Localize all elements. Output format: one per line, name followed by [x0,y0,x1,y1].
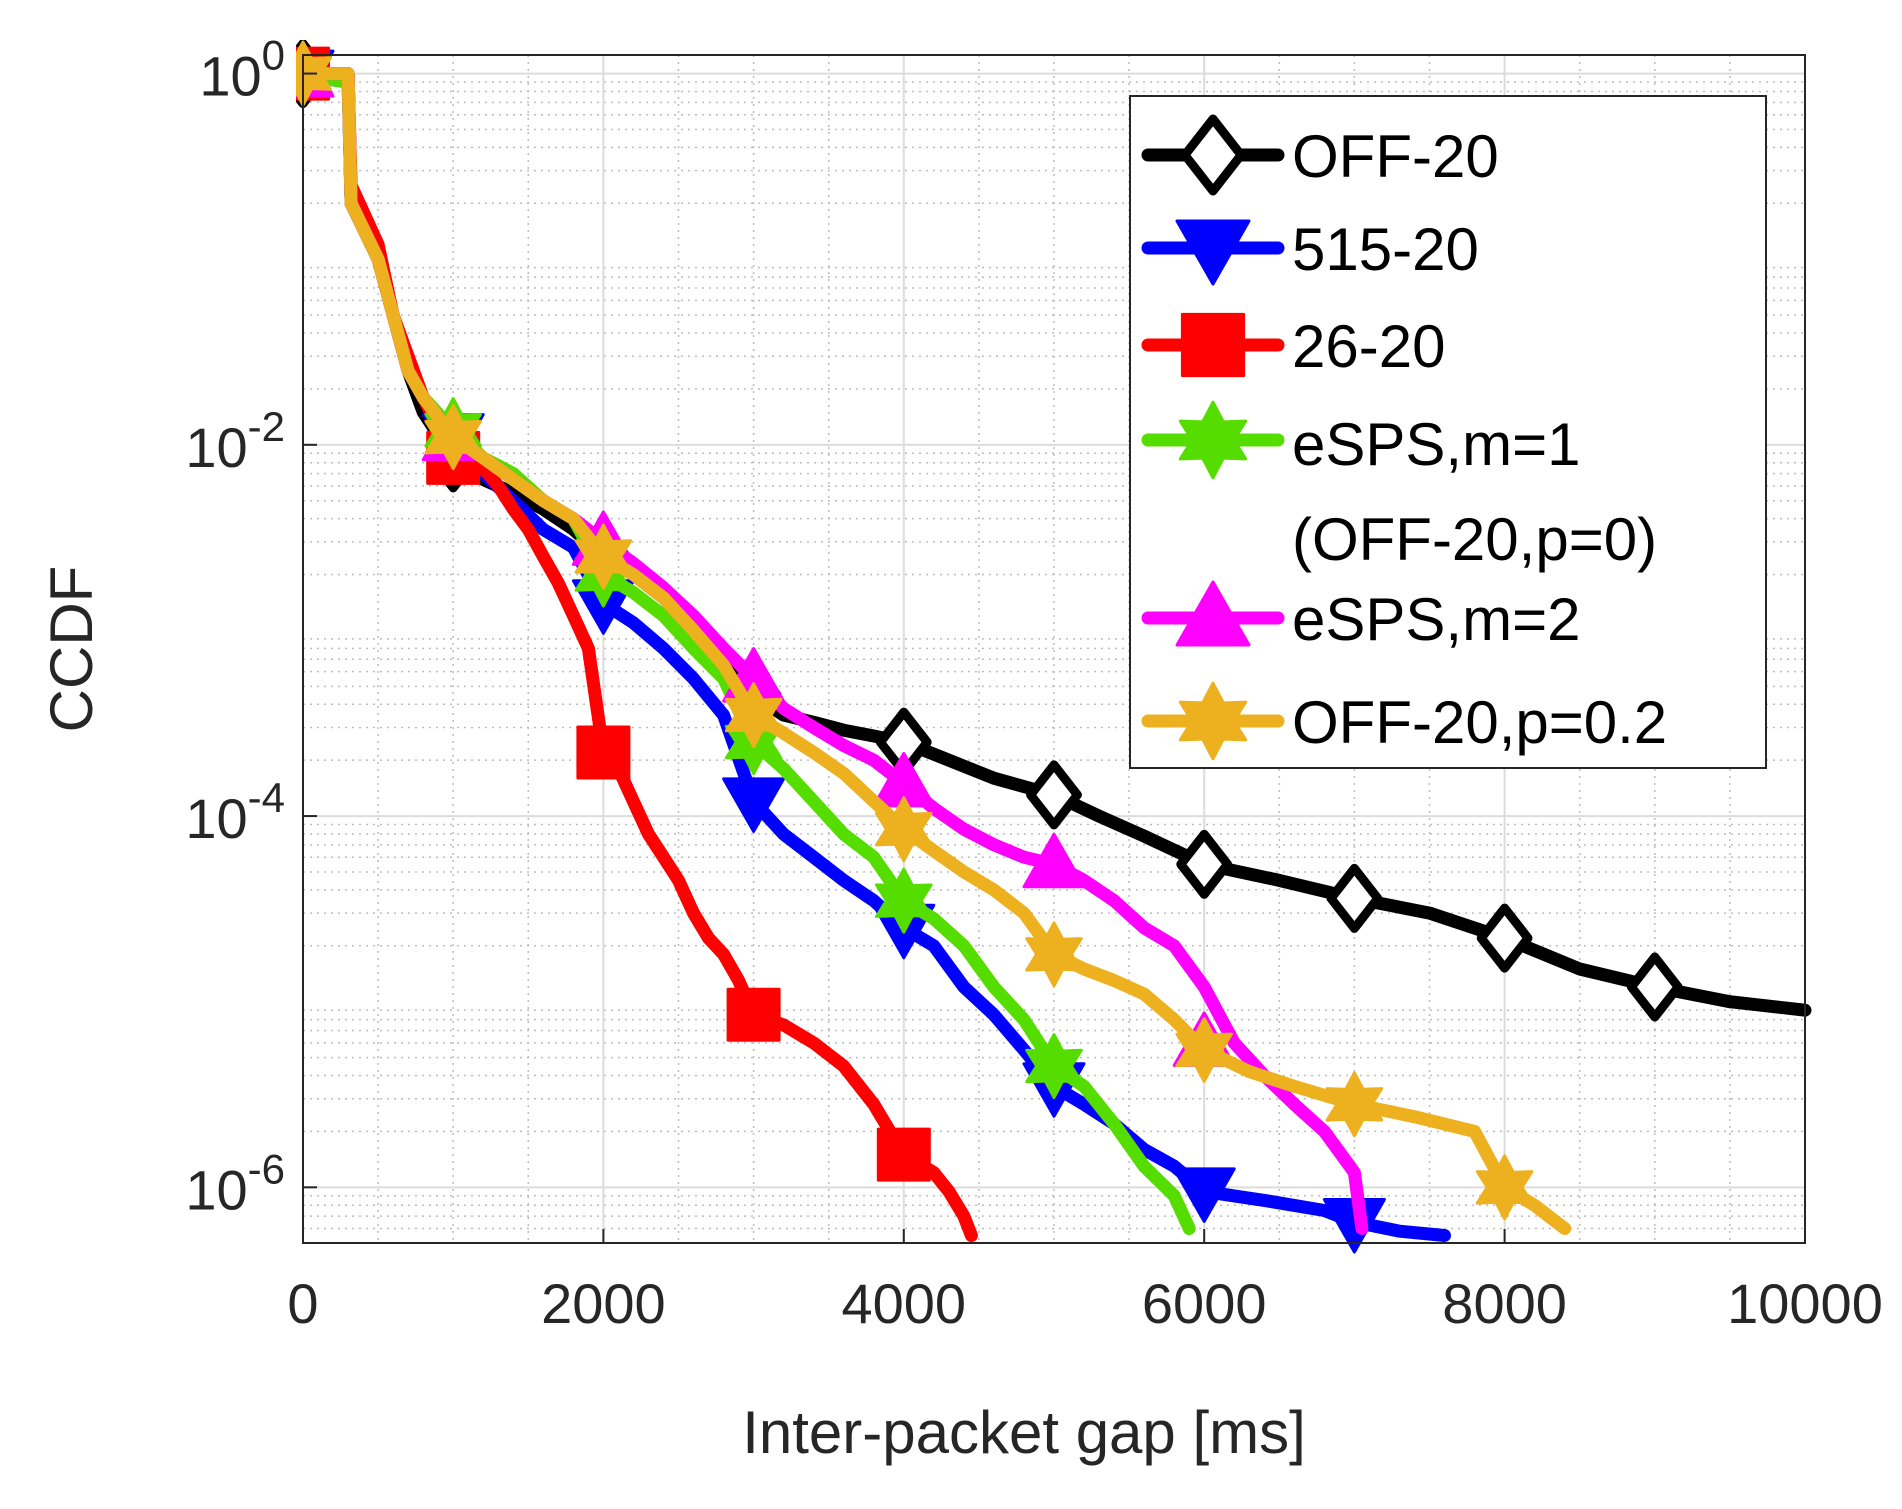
legend-label: OFF-20,p=0.2 [1292,689,1667,756]
series-marker [1326,863,1383,933]
series-marker [1476,903,1533,973]
series-marker [875,796,933,863]
series-marker [1022,832,1086,889]
series-marker [1025,1033,1083,1100]
series-marker [722,777,786,833]
legend-label: eSPS,m=2 [1292,586,1581,653]
legend-entry-1: OFF-20 [1141,114,1499,196]
legend-entry-4: eSPS,m=1 (OFF-20,p=0) [1141,400,1657,573]
legend-swatch-marker [1180,114,1246,196]
x-tick-label: 0 [287,1272,318,1335]
legend-swatch-marker [1180,312,1246,378]
legend-swatch-marker [1175,580,1251,647]
series-marker [1026,760,1082,830]
y-tick-label: 100 [199,32,285,108]
legend-label: (OFF-20,p=0) [1292,506,1657,573]
legend-label: eSPS,m=1 [1292,411,1581,478]
series-marker [724,682,783,749]
legend-entry-2: 515-20 [1141,216,1479,286]
legend-entry-6: OFF-20,p=0.2 [1141,681,1667,761]
y-axis-title: CCDF [38,566,105,733]
legend-swatch-marker [1175,219,1251,286]
series-marker [576,725,631,780]
legend-label: 515-20 [1292,216,1479,283]
legend-swatch-marker [1178,681,1248,761]
legend: OFF-20515-2026-20eSPS,m=1(OFF-20,p=0)eSP… [1129,95,1767,769]
y-tick-label: 10-6 [185,1145,285,1221]
legend-entry-5: eSPS,m=2 [1141,580,1581,653]
y-tick-label: 10-4 [185,774,285,850]
x-tick-label: 2000 [541,1272,666,1335]
x-tick-label: 6000 [1142,1272,1267,1335]
x-axis-title: Inter-packet gap [ms] [742,1399,1306,1466]
series-marker [1025,921,1083,988]
legend-entry-3: 26-20 [1141,312,1445,380]
series-6 [296,40,1572,1235]
series-marker [424,404,482,471]
series-marker [1475,1154,1534,1221]
legend-label: OFF-20 [1292,123,1499,190]
y-tick-label: 10-2 [185,403,285,479]
series-marker [875,867,933,934]
series-line [296,67,1572,1235]
series-marker [1626,952,1683,1022]
series-marker [876,1127,931,1182]
legend-swatch-marker [1178,400,1248,480]
x-tick-label: 4000 [842,1272,967,1335]
x-tick-label: 10000 [1727,1272,1883,1335]
series-marker [726,987,781,1042]
series-marker [574,523,633,590]
series-marker [1325,1071,1384,1138]
series-marker [1172,1167,1236,1223]
series-group [296,40,1812,1254]
plot-area-frame [302,54,1806,1244]
series-marker [1176,829,1233,899]
series-marker [1175,1016,1233,1083]
axis-ticks: 0 2000 4000 6000 8000 10000 100 10-2 10-4 10-6 [185,32,1883,1335]
legend-label: 26-20 [1292,313,1445,380]
x-tick-label: 8000 [1442,1272,1567,1335]
